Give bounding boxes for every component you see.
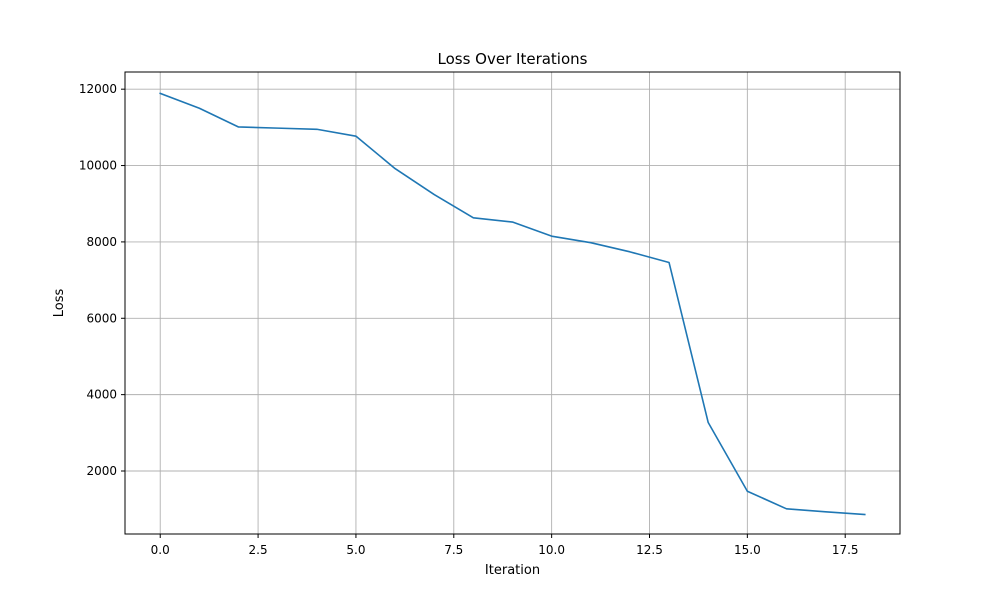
x-tick-label: 2.5 bbox=[249, 543, 268, 557]
y-tick-label: 6000 bbox=[86, 311, 117, 325]
y-tick-label: 8000 bbox=[86, 235, 117, 249]
tick-layer: 0.0 2.5 5.0 7.5 10.0 12.5 15.0 17.5 2000 4000 6000… bbox=[79, 82, 859, 557]
chart-title: Loss Over Iterations bbox=[438, 50, 588, 68]
x-tick-label: 12.5 bbox=[636, 543, 663, 557]
x-tick-label: 0.0 bbox=[151, 543, 170, 557]
axes-frame bbox=[124, 71, 901, 535]
grid-layer bbox=[125, 72, 900, 534]
y-axis-label: Loss bbox=[52, 289, 67, 318]
x-axis-label: Iteration bbox=[485, 563, 540, 578]
series-layer bbox=[159, 92, 866, 516]
y-tick-label: 12000 bbox=[79, 82, 117, 96]
x-tick-label: 7.5 bbox=[444, 543, 463, 557]
y-tick-label: 2000 bbox=[86, 464, 117, 478]
loss-series-line bbox=[159, 92, 866, 516]
y-tick-label: 4000 bbox=[86, 388, 117, 402]
x-tick-label: 5.0 bbox=[346, 543, 365, 557]
x-tick-label: 15.0 bbox=[734, 543, 761, 557]
x-tick-label: 10.0 bbox=[538, 543, 565, 557]
x-tick-label: 17.5 bbox=[832, 543, 859, 557]
y-tick-label: 10000 bbox=[79, 159, 117, 173]
